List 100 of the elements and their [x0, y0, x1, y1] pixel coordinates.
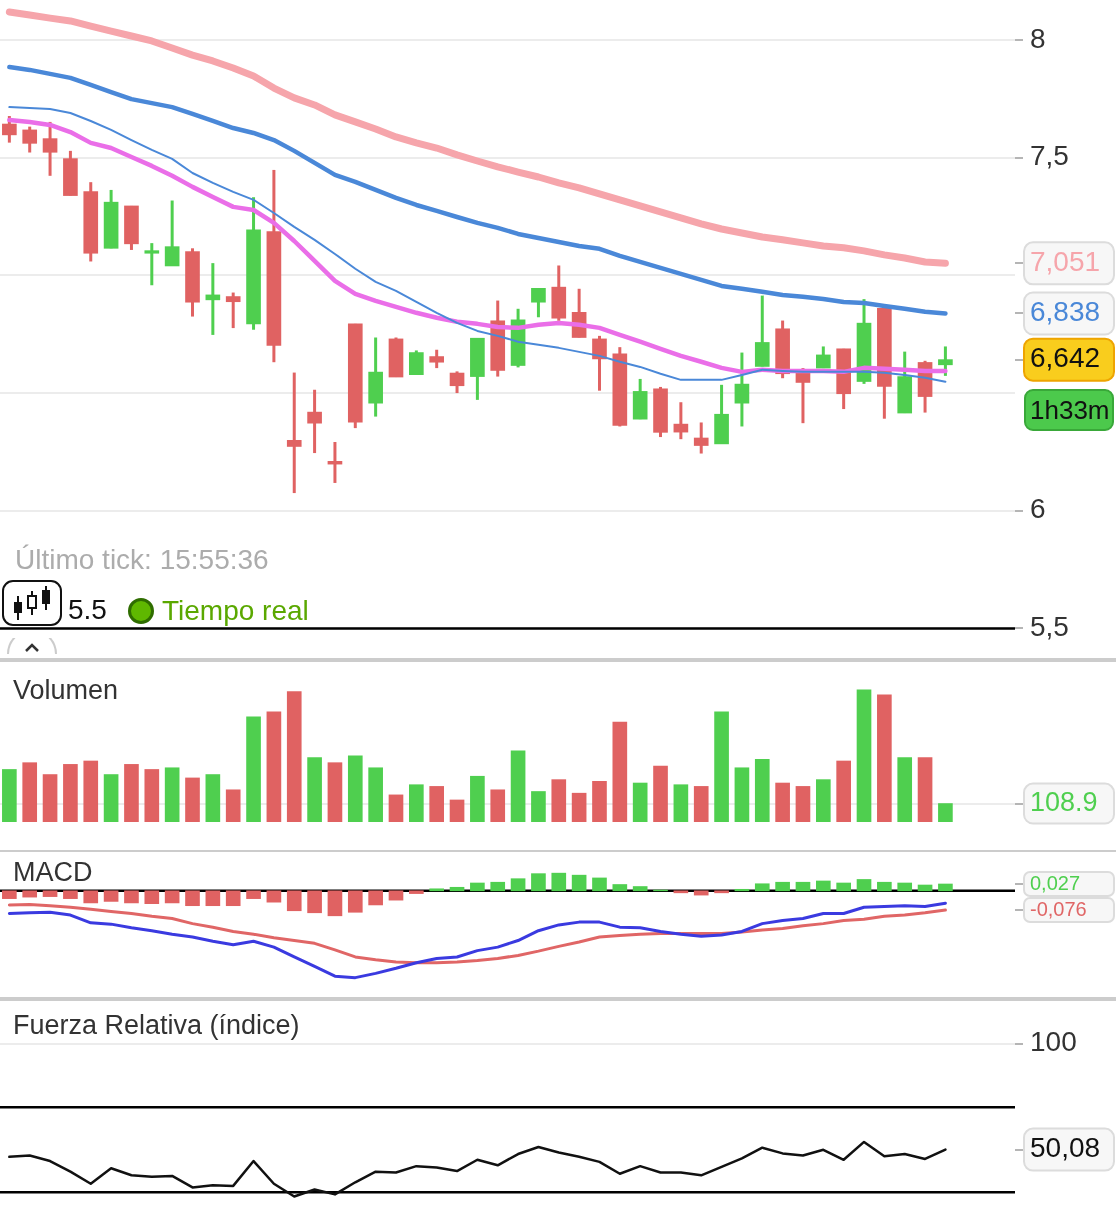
bar — [938, 883, 953, 892]
bar — [775, 782, 790, 822]
bar — [185, 777, 200, 822]
candlestick — [429, 349, 445, 370]
y-tick-label: 6,838 — [1030, 296, 1101, 328]
bar — [775, 881, 790, 892]
bar — [205, 774, 221, 822]
bar — [612, 884, 628, 892]
bar — [286, 691, 302, 822]
candlestick — [164, 200, 180, 267]
bar — [917, 757, 933, 822]
candlestick — [22, 126, 38, 153]
bar — [815, 880, 831, 892]
bar — [124, 890, 139, 904]
bar — [734, 767, 750, 822]
bar — [205, 890, 221, 907]
bar — [592, 877, 607, 892]
bar — [612, 721, 628, 822]
bar — [693, 890, 709, 896]
bar — [327, 762, 343, 822]
bar — [795, 881, 811, 892]
bar — [409, 784, 424, 822]
annotation: 5.5 — [68, 594, 107, 626]
candlestick — [409, 350, 424, 376]
bar — [185, 890, 200, 907]
bar — [551, 872, 567, 892]
bar — [877, 694, 892, 822]
bar — [490, 881, 506, 892]
annotation: Último tick: 15:55:36 — [15, 544, 269, 576]
bar — [225, 890, 241, 907]
bar — [63, 890, 78, 899]
bar — [714, 711, 729, 822]
candlestick — [286, 372, 302, 495]
bar — [266, 711, 282, 822]
bar — [124, 764, 139, 822]
bar — [164, 890, 180, 904]
bar — [307, 890, 322, 914]
bar — [22, 890, 38, 898]
candlestick — [734, 352, 750, 427]
bar — [388, 794, 404, 822]
bar — [164, 767, 180, 822]
bar — [673, 784, 689, 822]
y-tick-label: 7,5 — [1030, 140, 1069, 172]
bar — [592, 781, 607, 822]
bar — [286, 890, 302, 912]
y-tick-label: 100 — [1030, 1026, 1077, 1058]
candlestick — [2, 116, 17, 143]
y-tick-label: 0,027 — [1030, 871, 1081, 894]
bar — [449, 799, 465, 822]
candlestick — [938, 346, 953, 376]
y-tick-label: -0,076 — [1030, 897, 1087, 920]
candlestick — [449, 371, 465, 395]
bar — [470, 775, 485, 822]
bar — [836, 760, 851, 822]
bar — [754, 883, 770, 892]
bar — [571, 874, 587, 892]
bar — [266, 890, 282, 903]
bar — [388, 890, 404, 901]
bar — [653, 765, 668, 822]
bar — [347, 890, 363, 913]
text: Volumen — [13, 674, 119, 706]
bar — [307, 757, 322, 822]
bar — [714, 890, 729, 894]
bar — [368, 890, 383, 906]
candlestick — [42, 120, 58, 176]
chart-title: Fuerza Relativa (índice) — [13, 1009, 300, 1041]
bar — [83, 890, 99, 904]
bar — [347, 755, 363, 822]
candlestick — [531, 287, 546, 318]
bar — [22, 762, 38, 822]
bar — [144, 769, 160, 822]
bar — [63, 764, 78, 822]
bar — [449, 886, 465, 892]
annotation: Tiempo real — [162, 595, 309, 627]
bar — [327, 890, 343, 917]
bar — [551, 779, 567, 822]
candlestick — [225, 292, 241, 330]
text: 1h33m — [1024, 389, 1114, 431]
bar — [571, 792, 587, 822]
bar — [897, 882, 913, 892]
y-tick-label: 5,5 — [1030, 611, 1069, 643]
chart-title: MACD — [13, 856, 93, 888]
bar — [409, 890, 424, 894]
bar — [144, 890, 160, 905]
y-tick-label: 6,642 — [1030, 342, 1101, 374]
bar — [2, 890, 17, 899]
bar — [510, 878, 526, 892]
bar — [42, 774, 58, 822]
bar — [368, 767, 383, 822]
bar — [836, 882, 851, 892]
bar — [246, 716, 261, 822]
bar — [754, 758, 770, 822]
bar — [246, 890, 261, 899]
bar — [632, 782, 648, 822]
candlestick — [144, 243, 160, 286]
bar — [531, 873, 546, 892]
y-tick-label: 8 — [1030, 22, 1046, 54]
y-tick-label: 50,08 — [1030, 1132, 1101, 1164]
bar — [429, 888, 445, 892]
bar — [42, 890, 58, 897]
